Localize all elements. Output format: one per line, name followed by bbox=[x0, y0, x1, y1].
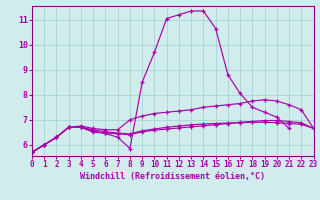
X-axis label: Windchill (Refroidissement éolien,°C): Windchill (Refroidissement éolien,°C) bbox=[80, 172, 265, 181]
